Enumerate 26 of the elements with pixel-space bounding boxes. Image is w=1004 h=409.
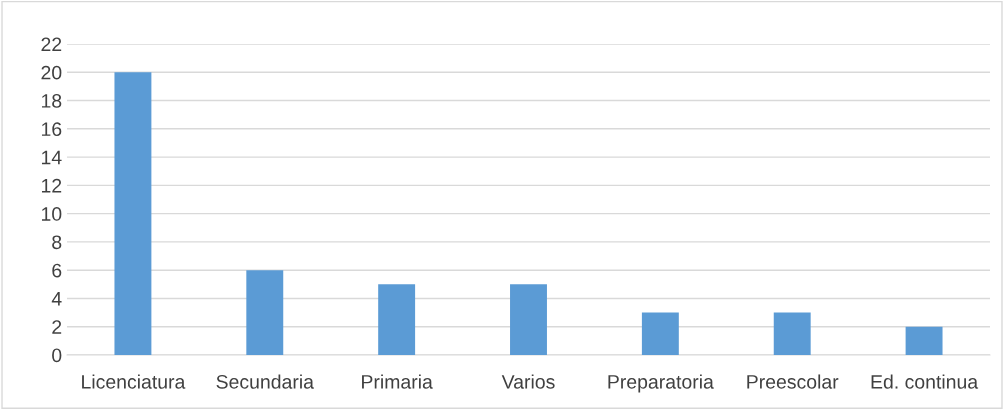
x-tick-label: Ed. continua	[871, 374, 979, 389]
bar	[114, 72, 152, 355]
bar	[246, 270, 284, 355]
bar	[510, 284, 547, 355]
bar	[773, 312, 811, 355]
x-tick-label: Licenciatura	[82, 374, 186, 389]
y-tick-label: 2	[52, 320, 62, 334]
y-tick-label: 4	[51, 292, 62, 306]
y-tick-label: 18	[42, 94, 62, 108]
x-tick-label: Preescolar	[747, 374, 839, 389]
y-tick-label: 14	[42, 150, 62, 165]
x-tick-label: Varios	[501, 374, 555, 389]
y-tick-label: 10	[42, 207, 62, 221]
y-tick-label: 8	[52, 235, 62, 250]
y-tick-label: 6	[52, 263, 62, 278]
x-tick-label: Preparatoria	[608, 374, 714, 393]
x-tick-label: Primaria	[362, 374, 433, 389]
bar	[905, 326, 943, 355]
y-tick-label: 22	[41, 37, 62, 52]
bar	[641, 312, 679, 355]
y-tick-label: 20	[41, 65, 62, 80]
x-tick-label: Secundaria	[216, 374, 314, 389]
y-tick-label: 16	[42, 122, 62, 137]
y-tick-label: 0	[52, 348, 62, 363]
y-tick-label: 12	[42, 178, 62, 193]
bar	[378, 284, 416, 355]
